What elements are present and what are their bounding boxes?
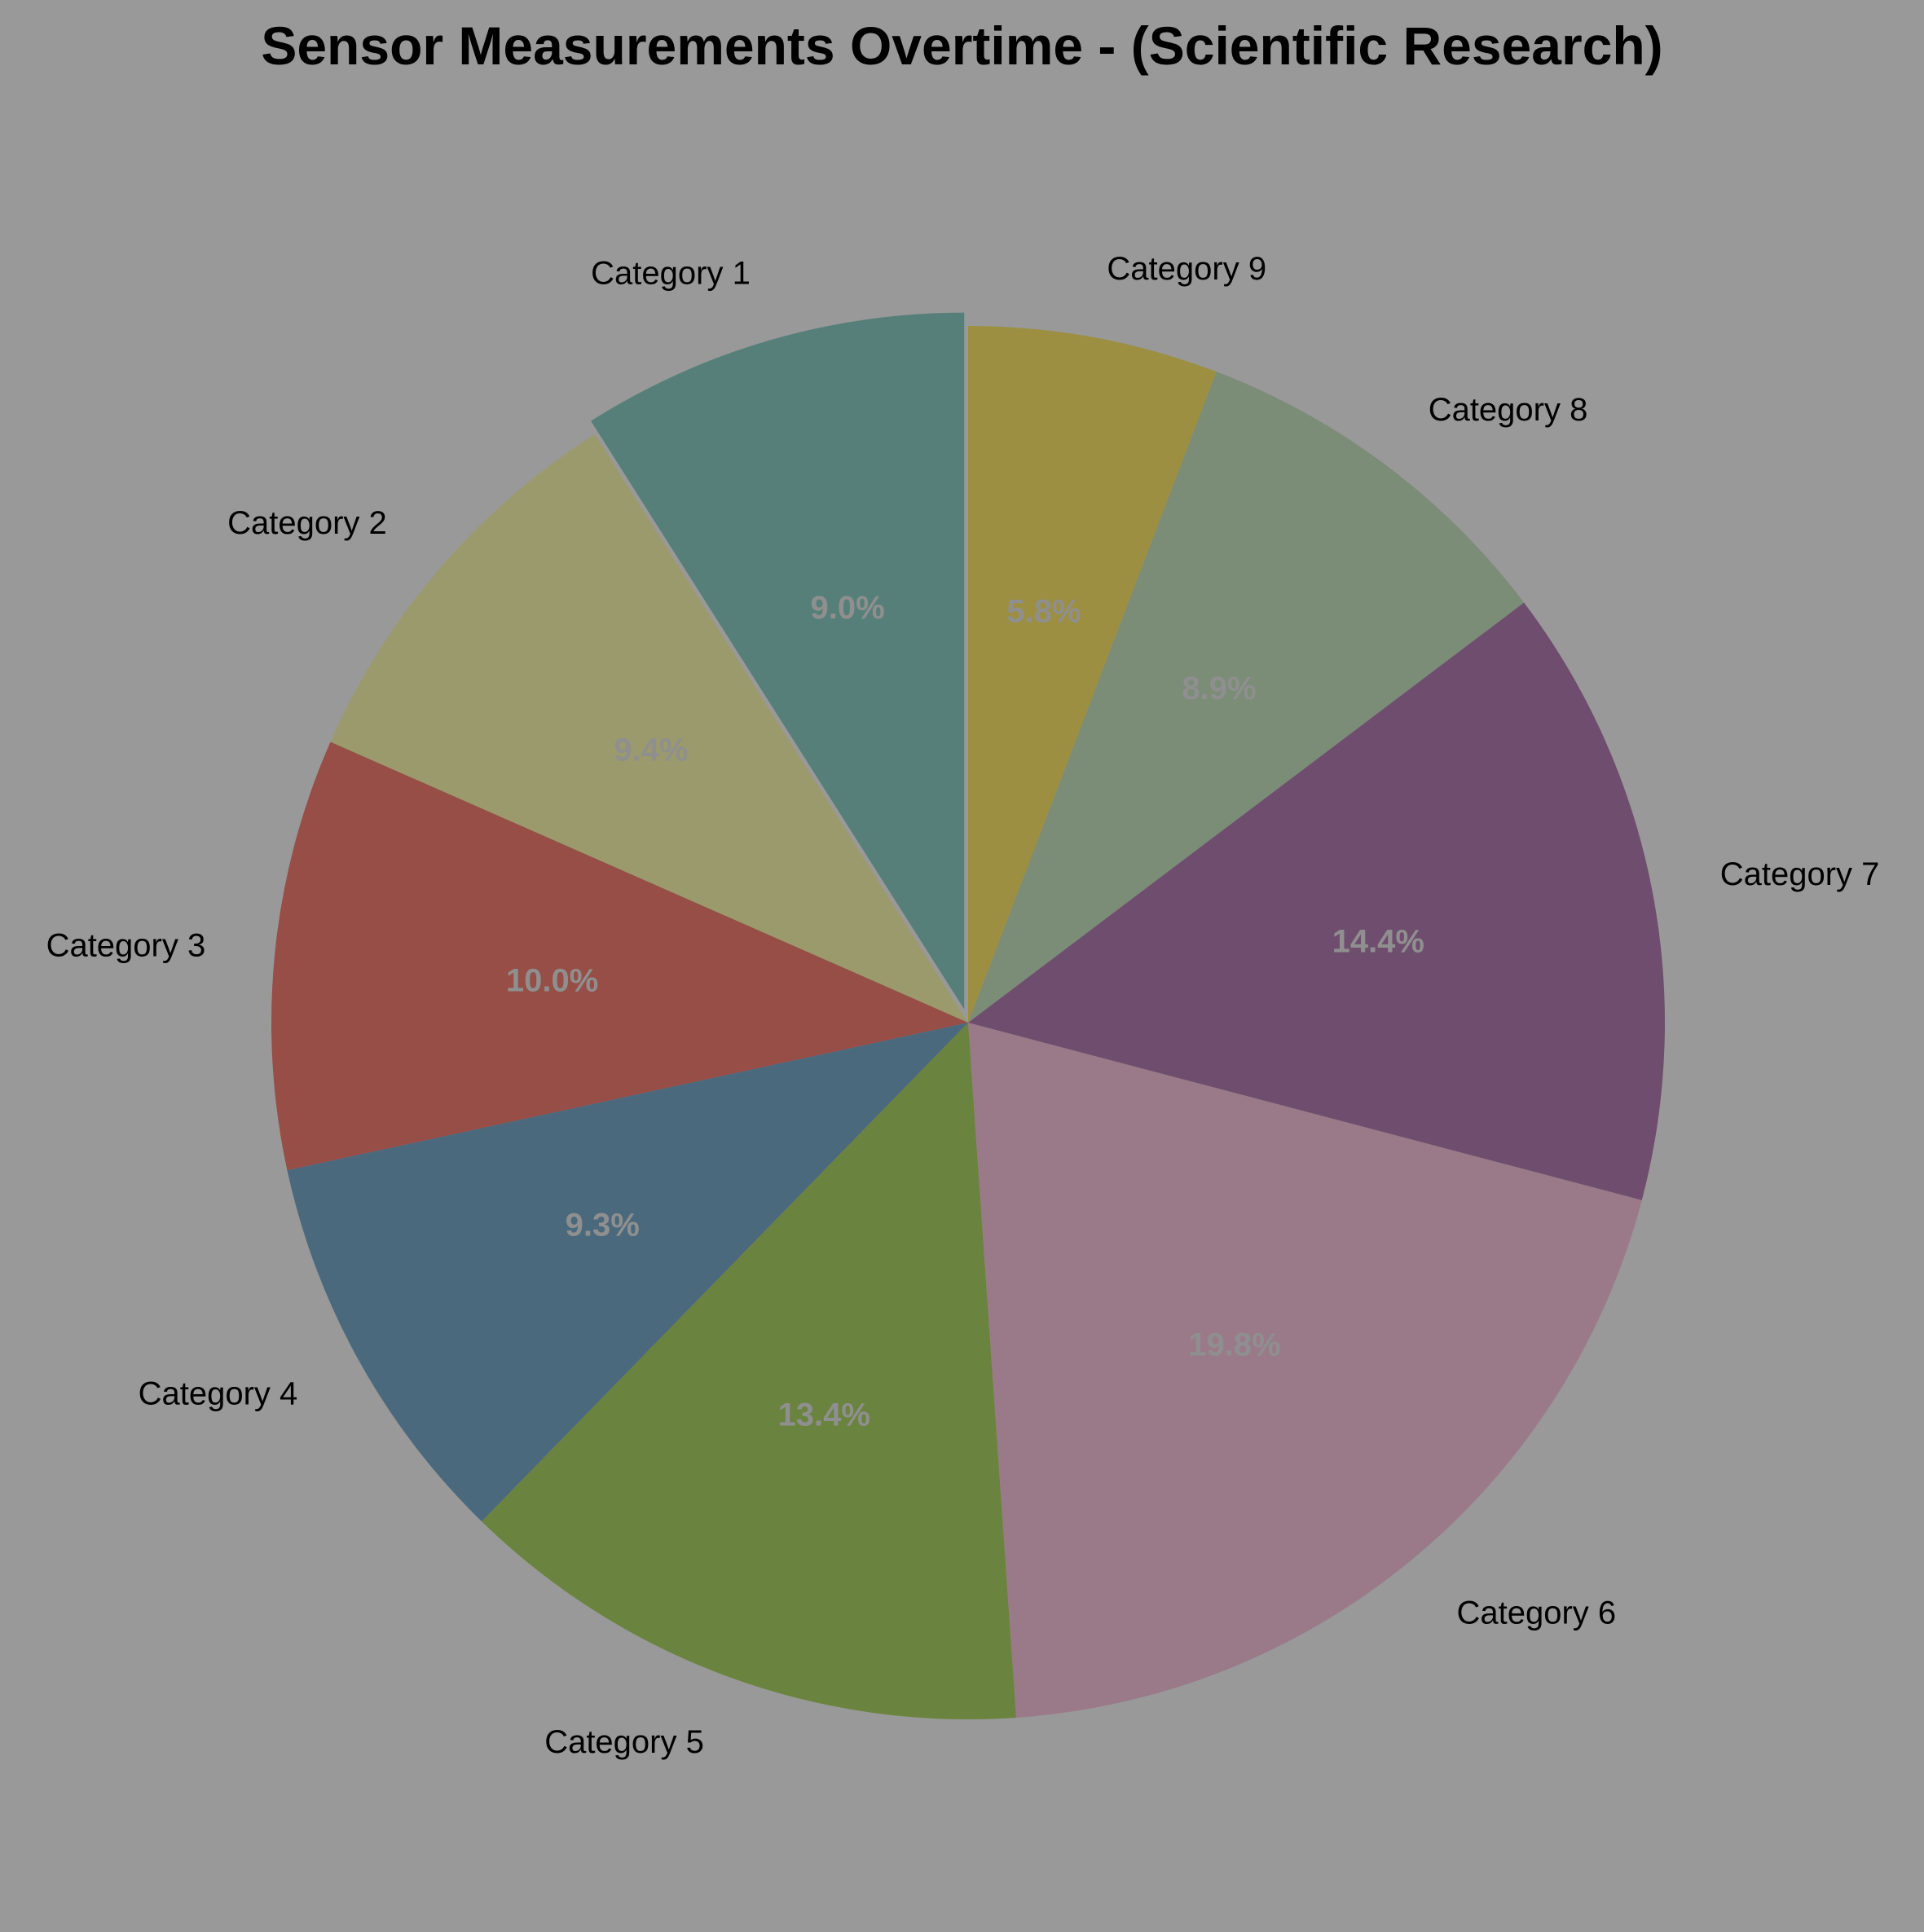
percent-label-4: 9.3% — [566, 1208, 640, 1243]
percent-label-8: 8.9% — [1182, 671, 1256, 706]
category-label-7: Category 7 — [1720, 856, 1880, 892]
category-label-1: Category 1 — [591, 255, 751, 291]
category-label-9: Category 9 — [1107, 251, 1266, 287]
chart-title: Sensor Measurements Overtime - (Scientif… — [261, 15, 1663, 76]
category-label-4: Category 4 — [139, 1376, 298, 1412]
category-label-3: Category 3 — [46, 928, 206, 964]
percent-labels: 9.0% 9.4% 10.0% 9.3% 13.4% 19.8% 14.4% 8.9% 5.8% — [506, 590, 1424, 1433]
pie-slice-6 — [968, 1023, 1642, 1718]
pie-slice-3 — [271, 742, 968, 1171]
percent-label-9: 5.8% — [1006, 593, 1081, 629]
category-labels: Category 1 Category 2 Category 3 Category 4… — [46, 251, 1880, 1760]
percent-label-1: 9.0% — [811, 590, 885, 626]
percent-label-6: 19.8% — [1188, 1327, 1280, 1362]
percent-label-3: 10.0% — [506, 963, 598, 999]
category-label-6: Category 6 — [1456, 1595, 1616, 1631]
percent-label-7: 14.4% — [1332, 924, 1424, 960]
pie-slice-4 — [287, 1023, 968, 1522]
percent-label-5: 13.4% — [777, 1397, 870, 1433]
category-label-2: Category 2 — [227, 505, 387, 541]
percent-label-2: 9.4% — [614, 733, 688, 768]
pie-slice-7 — [968, 602, 1665, 1200]
pie-slice-1 — [591, 312, 965, 1010]
category-label-5: Category 5 — [544, 1724, 704, 1760]
pie-slice-2 — [330, 434, 968, 1023]
category-label-8: Category 8 — [1429, 392, 1588, 428]
pie-slice-9 — [968, 326, 1217, 1023]
pie-slices — [271, 312, 1665, 1719]
pie-slice-5 — [482, 1023, 1017, 1719]
pie-slice-8 — [968, 372, 1525, 1023]
